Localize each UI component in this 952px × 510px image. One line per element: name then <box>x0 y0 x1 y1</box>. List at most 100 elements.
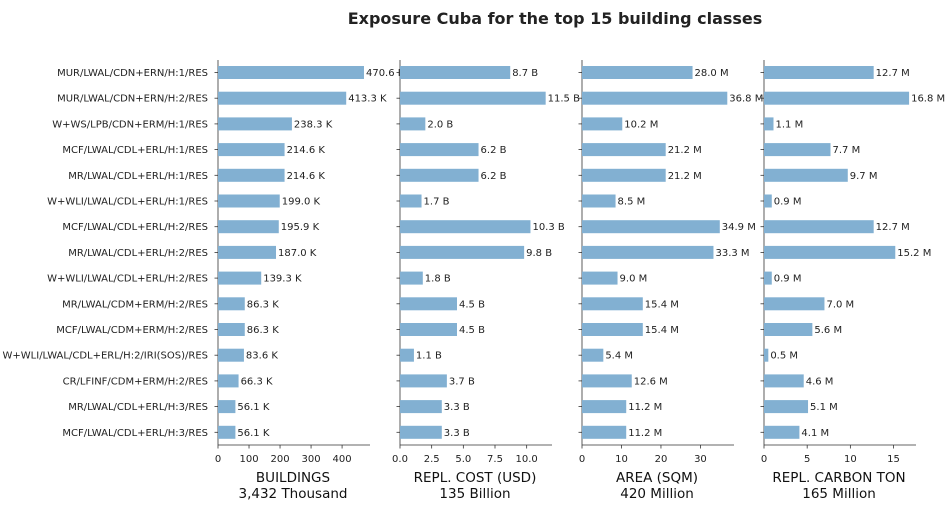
x-axis-title: REPL. CARBON TON <box>772 470 905 486</box>
bar <box>400 66 511 79</box>
bar <box>764 425 800 439</box>
x-tick-label: 400 <box>333 454 352 465</box>
x-tick-label: 10 <box>844 454 857 465</box>
bar <box>218 245 277 259</box>
bar <box>582 374 632 388</box>
bar <box>582 297 643 311</box>
x-tick-label: 10.0 <box>516 454 538 465</box>
bar-value-label: 4.5 B <box>459 325 485 336</box>
bar-value-label: 1.1 B <box>416 351 442 362</box>
bar-value-label: 36.8 M <box>729 94 763 105</box>
bar-value-label: 4.5 B <box>459 299 485 310</box>
x-axis-title: REPL. COST (USD) <box>414 470 537 486</box>
bar-value-label: 28.0 M <box>695 68 729 79</box>
bar-value-label: 2.0 B <box>427 119 453 130</box>
bar <box>582 425 627 439</box>
bar <box>582 143 666 157</box>
bar-value-label: 15.4 M <box>645 299 679 310</box>
bar <box>400 194 422 208</box>
x-tick-label: 0.0 <box>392 454 408 465</box>
bar <box>218 117 292 131</box>
bar-value-label: 413.3 K <box>348 94 387 105</box>
bar-value-label: 1.7 B <box>424 197 450 208</box>
category-label: W+WLI/LWAL/CDL+ERL/H:2/IRI(SOS)/RES <box>3 351 208 362</box>
category-label: W+WLI/LWAL/CDL+ERL/H:2/RES <box>47 274 208 285</box>
bar <box>582 245 714 259</box>
bar-value-label: 11.2 M <box>628 428 662 439</box>
bar-value-label: 5.1 M <box>810 402 838 413</box>
bar <box>582 91 728 105</box>
bar-value-label: 3.3 B <box>444 428 470 439</box>
x-tick-label: 15 <box>887 454 900 465</box>
category-label: MR/LWAL/CDL+ERL/H:3/RES <box>68 402 208 413</box>
x-axis-total: 420 Million <box>620 486 694 502</box>
bar-value-label: 12.7 M <box>876 222 910 233</box>
bar <box>582 323 643 336</box>
bar-value-label: 8.7 B <box>512 68 538 79</box>
bar-value-label: 6.2 B <box>481 145 507 156</box>
bar-value-label: 7.7 M <box>833 145 861 156</box>
bar <box>218 194 280 208</box>
bar-value-label: 7.0 M <box>826 299 854 310</box>
bar <box>764 220 874 234</box>
bar-value-label: 195.9 K <box>281 222 320 233</box>
x-axis-total: 3,432 Thousand <box>239 486 348 502</box>
bar <box>764 91 910 105</box>
bar-value-label: 83.6 K <box>246 351 278 362</box>
bar-value-label: 139.3 K <box>263 274 302 285</box>
bar <box>764 66 874 79</box>
bar-value-label: 214.6 K <box>287 145 326 156</box>
bar <box>582 194 616 208</box>
bar-value-label: 21.2 M <box>668 171 702 182</box>
bar <box>764 117 774 131</box>
bar-value-label: 238.3 K <box>294 119 333 130</box>
x-tick-label: 5.0 <box>455 454 471 465</box>
x-tick-label: 100 <box>239 454 258 465</box>
bar <box>218 91 347 105</box>
x-tick-label: 10 <box>615 454 628 465</box>
x-tick-label: 7.5 <box>487 454 503 465</box>
x-tick-label: 0 <box>579 454 585 465</box>
bar <box>764 374 804 388</box>
bar-value-label: 66.3 K <box>241 376 273 387</box>
bar-value-label: 10.2 M <box>624 119 658 130</box>
bar-value-label: 9.0 M <box>620 274 648 285</box>
bar-value-label: 0.9 M <box>774 197 802 208</box>
bar-value-label: 11.2 M <box>628 402 662 413</box>
bar-value-label: 0.5 M <box>770 351 798 362</box>
category-label: MCF/LWAL/CDL+ERL/H:2/RES <box>62 222 208 233</box>
bar-value-label: 214.6 K <box>287 171 326 182</box>
bar <box>218 323 245 336</box>
bar <box>218 374 239 388</box>
bar-value-label: 4.1 M <box>801 428 829 439</box>
bar-value-label: 3.3 B <box>444 402 470 413</box>
bar-value-label: 15.2 M <box>897 248 931 259</box>
category-label: MR/LWAL/CDL+ERL/H:1/RES <box>68 171 208 182</box>
bar <box>400 425 442 439</box>
category-label: MCF/LWAL/CDM+ERM/H:2/RES <box>56 325 208 336</box>
bar <box>764 194 772 208</box>
chart-panels: MUR/LWAL/CDN+ERN/H:1/RES MUR/LWAL/CDN+ERN… <box>3 60 945 502</box>
bar-value-label: 199.0 K <box>282 197 321 208</box>
bar-value-label: 1.8 B <box>425 274 451 285</box>
bar-value-label: 16.8 M <box>911 94 945 105</box>
category-label: MUR/LWAL/CDN+ERN/H:2/RES <box>57 94 208 105</box>
category-label: MR/LWAL/CDL+ERL/H:2/RES <box>68 248 208 259</box>
bar <box>400 348 414 362</box>
bar-value-label: 56.1 K <box>237 428 269 439</box>
bar-value-label: 15.4 M <box>645 325 679 336</box>
bar <box>764 271 772 285</box>
bar-value-label: 86.3 K <box>247 299 279 310</box>
bar-value-label: 8.5 M <box>618 197 646 208</box>
bar-value-label: 3.7 B <box>449 376 475 387</box>
bar-value-label: 9.8 B <box>526 248 552 259</box>
bar <box>218 400 236 414</box>
bar <box>764 245 896 259</box>
bar <box>764 400 809 414</box>
bar <box>218 271 262 285</box>
bar-value-label: 11.5 B <box>548 94 580 105</box>
bar-value-label: 4.6 M <box>806 376 834 387</box>
bar <box>400 297 457 311</box>
